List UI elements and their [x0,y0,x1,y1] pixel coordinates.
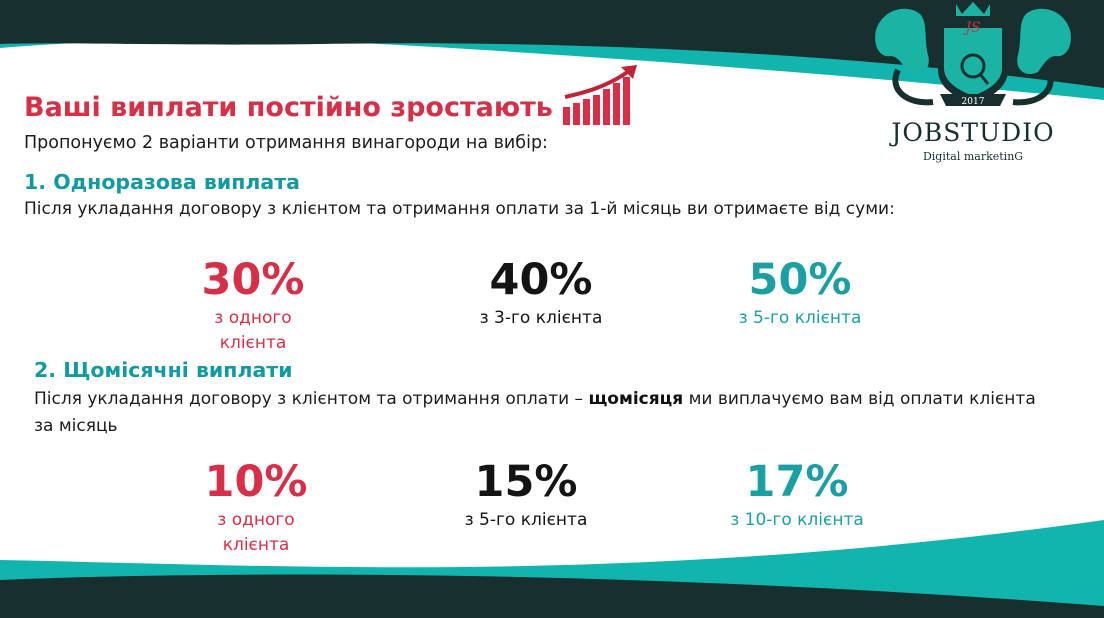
crown-icon [956,2,990,16]
option2-description-bold: щомісяця [588,389,684,409]
stat-label-line2: клієнта [222,535,290,555]
right-horse-icon [1017,8,1071,75]
option1-heading: 1. Одноразова виплата [24,170,300,194]
left-horse-icon [875,8,929,75]
bottom-dark-band [0,574,1104,618]
stat-value: 15% [474,457,578,507]
option2-stat-2: 15% з 5-го клієнта [426,456,626,533]
logo-name: JOBSTUDIO [891,118,1055,147]
page-title: Ваші виплати постійно зростають [24,91,553,123]
stat-label-line1: з 3-го клієнта [479,308,603,328]
stat-value: 17% [745,457,849,507]
svg-text:2017: 2017 [962,97,985,107]
jobstudio-logo: JS 2017 JOBSTUDIO Digital marketinG [858,0,1088,176]
stat-label-line1: з 5-го клієнта [464,510,588,530]
logo-emblem: JS 2017 [875,2,1071,107]
stat-value: 10% [204,457,308,507]
option1-stat-2: 40% з 3-го клієнта [441,254,641,331]
stat-label-line2: клієнта [219,333,287,353]
intro-text: Пропонуємо 2 варіанти отримання винагоро… [24,133,548,153]
option2-stat-1: 10% з одного клієнта [181,456,331,558]
top-dark-band [0,0,1104,88]
bar-chart-growth-icon [562,65,637,125]
stat-value: 30% [201,255,305,305]
option2-heading: 2. Щомісячні виплати [34,358,293,382]
option1-description: Після укладання договору з клієнтом та о… [24,199,895,219]
stat-label-line1: з 5-го клієнта [738,308,862,328]
option1-stat-3: 50% з 5-го клієнта [700,254,900,331]
stat-value: 40% [489,255,593,305]
option2-description: Після укладання договору з клієнтом та о… [34,386,1054,440]
title-row: Ваші виплати постійно зростають [24,65,643,125]
stat-label-line1: з одного [214,308,292,328]
option2-description-start: Після укладання договору з клієнтом та о… [34,389,589,409]
option2-description-end: ми виплачуємо вам від оплати клієнта за … [34,389,1036,436]
svg-text:JS: JS [962,20,980,36]
stat-value: 50% [748,255,852,305]
stat-label-line1: з 10-го клієнта [730,510,864,530]
option1-stat-1: 30% з одного клієнта [178,254,328,356]
logo-tagline: Digital marketinG [922,150,1024,163]
option2-stat-3: 17% з 10-го клієнта [692,456,902,533]
stat-label-line1: з одного [217,510,295,530]
